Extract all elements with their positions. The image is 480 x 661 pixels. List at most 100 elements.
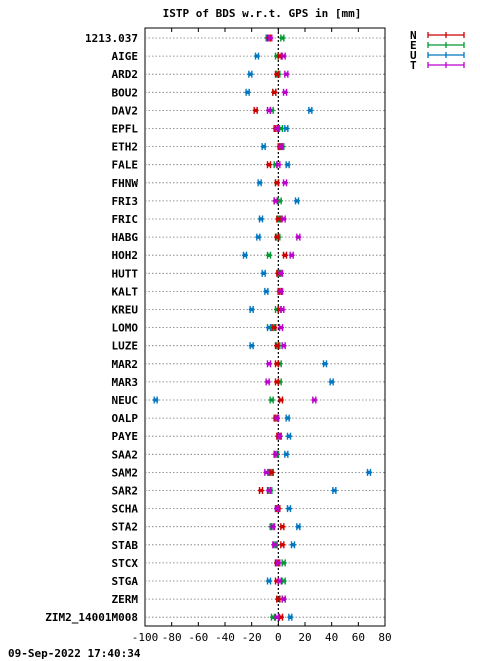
station-label: ETH2 bbox=[112, 141, 139, 154]
point-T-SAM2 bbox=[263, 468, 270, 476]
x-tick-label: -40 bbox=[215, 631, 235, 644]
gridlines bbox=[145, 28, 385, 626]
point-U-ETH2 bbox=[260, 143, 267, 151]
point-T-PAYE bbox=[276, 432, 283, 440]
point-T-ARD2 bbox=[283, 70, 290, 78]
x-tick-label: 40 bbox=[325, 631, 338, 644]
data-points bbox=[152, 34, 372, 621]
station-label: SCHA bbox=[112, 503, 139, 516]
timestamp: 09-Sep-2022 17:40:34 bbox=[8, 647, 141, 660]
point-U-HOH2 bbox=[242, 251, 248, 259]
point-U-MAR3 bbox=[328, 378, 335, 386]
station-label: HABG bbox=[112, 231, 139, 244]
point-U-PAYE bbox=[286, 432, 292, 440]
point-U-AIGE bbox=[254, 52, 260, 60]
station-label: ZERM bbox=[112, 593, 139, 606]
station-label: LUZE bbox=[112, 340, 139, 353]
point-T-KALT bbox=[278, 287, 284, 295]
point-U-FRIC bbox=[258, 215, 264, 223]
x-tick-label: 0 bbox=[275, 631, 282, 644]
point-T-FHNW bbox=[282, 179, 288, 187]
station-label: SAR2 bbox=[112, 485, 139, 498]
point-T-SAA2 bbox=[272, 450, 279, 458]
station-label: STGA bbox=[112, 575, 139, 588]
point-U-STAB bbox=[290, 541, 296, 549]
point-T-KREU bbox=[279, 306, 286, 313]
point-N-NEUC bbox=[278, 396, 284, 404]
point-U-STGA bbox=[266, 577, 272, 585]
point-E-NEUC bbox=[268, 396, 275, 404]
point-N-ARD2 bbox=[274, 70, 280, 78]
station-label: STCX bbox=[112, 557, 139, 570]
legend-label: E bbox=[410, 39, 417, 52]
point-T-STA2 bbox=[270, 523, 276, 531]
station-label: MAR2 bbox=[112, 358, 139, 371]
point-N-FRIC bbox=[275, 215, 282, 223]
point-T-ETH2 bbox=[278, 143, 284, 151]
legend-item-T: T bbox=[410, 59, 465, 72]
point-N-ZERM bbox=[275, 595, 282, 603]
point-T-HUTT bbox=[278, 269, 284, 277]
x-tick-label: 60 bbox=[352, 631, 365, 644]
station-label: FRIC bbox=[112, 213, 139, 226]
station-label: AIGE bbox=[112, 50, 139, 63]
station-label: SAM2 bbox=[112, 466, 139, 479]
point-U-FHNW bbox=[256, 179, 263, 187]
point-N-LOMO bbox=[271, 324, 278, 332]
station-label: MAR3 bbox=[112, 376, 139, 389]
point-U-FALE bbox=[284, 161, 291, 169]
point-U-LUZE bbox=[248, 342, 255, 350]
x-tick-label: -80 bbox=[162, 631, 182, 644]
point-U-HUTT bbox=[260, 269, 267, 277]
station-label: FALE bbox=[112, 159, 139, 172]
x-tick-label: 20 bbox=[298, 631, 311, 644]
point-T-MAR2 bbox=[266, 360, 272, 368]
point-U-EPFL bbox=[283, 125, 290, 132]
station-label: ZIM2_14001M008 bbox=[45, 611, 138, 624]
point-T-AIGE bbox=[280, 52, 287, 60]
point-T-FALE bbox=[275, 161, 282, 169]
point-T-HABG bbox=[295, 233, 302, 241]
point-U-KALT bbox=[263, 287, 270, 295]
station-label: LOMO bbox=[112, 322, 139, 335]
series-U bbox=[152, 34, 372, 621]
station-label: FRI3 bbox=[112, 195, 139, 208]
point-T-STGA bbox=[276, 577, 283, 585]
station-label: BOU2 bbox=[112, 86, 139, 99]
legend-label: N bbox=[410, 29, 417, 42]
station-label: KALT bbox=[112, 285, 139, 298]
legend-item-U: U bbox=[410, 49, 465, 62]
point-N-HOH2 bbox=[282, 251, 288, 259]
point-U-MAR2 bbox=[322, 360, 328, 368]
x-tick-label: -60 bbox=[188, 631, 208, 644]
point-T-LOMO bbox=[278, 324, 284, 332]
point-N-STA2 bbox=[279, 523, 286, 531]
point-T-FRI3 bbox=[272, 197, 279, 205]
point-T-FRIC bbox=[280, 215, 287, 223]
x-axis: -100 -80 -60 -40 -20 0 20 40 60 80 bbox=[132, 28, 392, 644]
station-label: 1213.037 bbox=[85, 32, 138, 45]
point-U-SAR2 bbox=[331, 487, 338, 494]
point-U-BOU2 bbox=[244, 88, 251, 96]
point-U-STA2 bbox=[295, 523, 302, 531]
legend-item-E: E bbox=[410, 39, 465, 52]
point-N-MAR3 bbox=[274, 378, 280, 386]
station-label: KREU bbox=[112, 304, 139, 317]
point-U-ARD2 bbox=[247, 70, 254, 78]
point-U-DAV2 bbox=[307, 106, 314, 114]
point-N-HABG bbox=[274, 233, 280, 241]
station-label: HUTT bbox=[112, 267, 139, 280]
point-T-NEUC bbox=[311, 396, 318, 404]
chart-title: ISTP of BDS w.r.t. GPS in [mm] bbox=[163, 7, 362, 20]
plot-frame bbox=[144, 27, 386, 627]
point-N-DAV2 bbox=[252, 106, 259, 114]
point-E-HOH2 bbox=[266, 251, 272, 259]
point-N-STAB bbox=[279, 541, 286, 549]
station-labels: 1213.037 AIGE ARD2 BOU2 DAV2 EPFL ETH2 FALE FHNW… bbox=[45, 32, 138, 624]
x-tick-label: -20 bbox=[242, 631, 262, 644]
point-N-BOU2 bbox=[271, 88, 278, 96]
point-U-FRI3 bbox=[294, 197, 300, 205]
point-T-DAV2 bbox=[266, 106, 272, 114]
